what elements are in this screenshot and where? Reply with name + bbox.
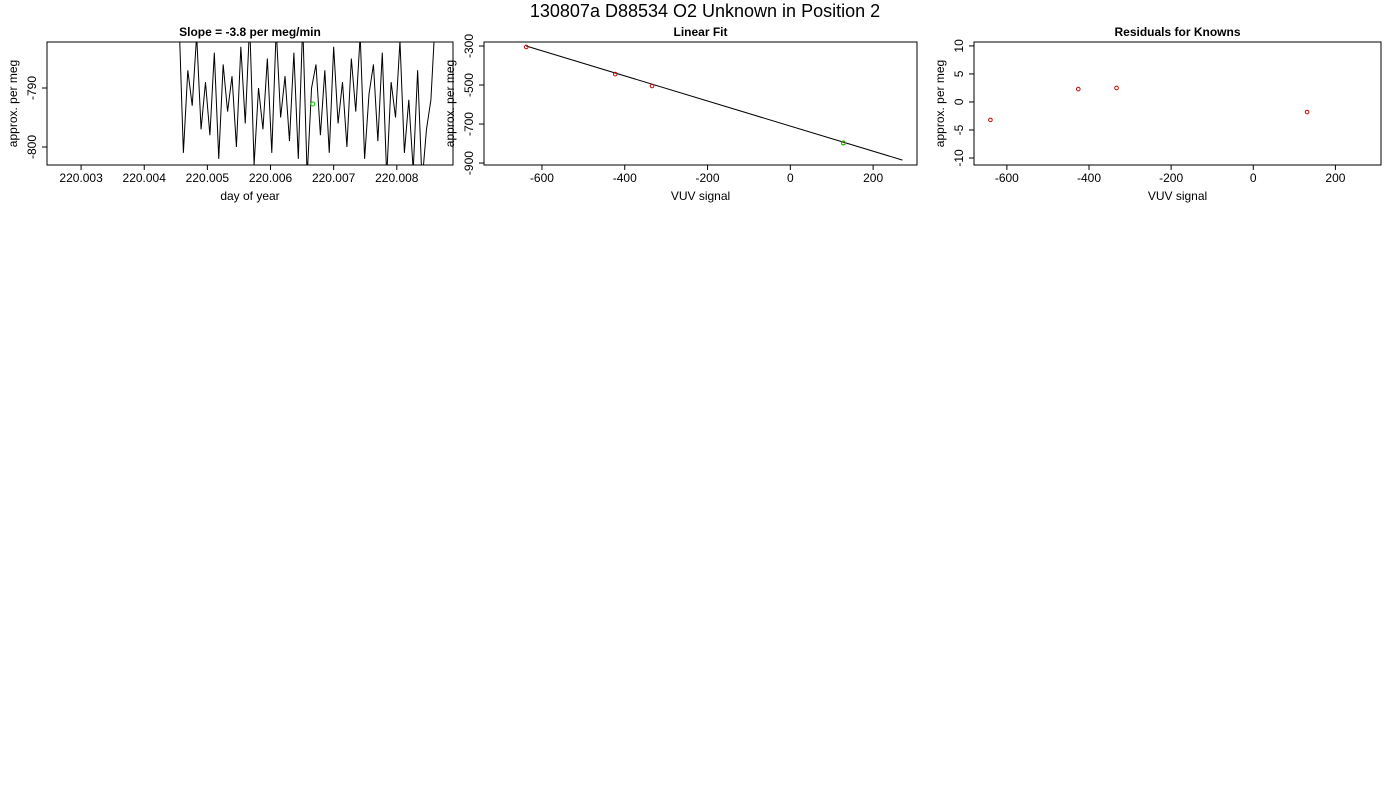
x-tick-label: 220.007 — [312, 171, 356, 185]
y-tick-label: -10 — [952, 149, 966, 167]
highlight-point — [840, 140, 846, 146]
page-title: 130807a D88534 O2 Unknown in Position 2 — [530, 1, 880, 21]
plot-area — [988, 85, 1310, 123]
y-tick-label: 10 — [952, 39, 966, 53]
panel-title: Residuals for Knowns — [1114, 25, 1240, 39]
y-axis-label: approx. per meg — [933, 60, 947, 147]
x-axis-label: day of year — [220, 189, 279, 203]
y-tick-label: -900 — [462, 151, 476, 175]
highlight-point — [310, 101, 316, 107]
x-tick-label: 200 — [1325, 171, 1345, 185]
y-tick-label: -790 — [25, 76, 39, 100]
panel-title: Linear Fit — [673, 25, 727, 39]
y-axis-label: approx. per meg — [443, 60, 457, 147]
y-axis-label: approx. per meg — [6, 60, 20, 147]
data-point — [523, 44, 529, 50]
y-tick-label: 0 — [952, 98, 966, 105]
data-point — [612, 71, 618, 77]
plot-frame — [973, 41, 1382, 166]
x-tick-label: 220.008 — [375, 171, 419, 185]
plot-area — [523, 44, 903, 161]
x-tick-label: -600 — [530, 171, 554, 185]
x-tick-label: 220.006 — [249, 171, 293, 185]
data-point — [1304, 109, 1310, 115]
x-tick-label: 0 — [787, 171, 794, 185]
panel-title: Slope = -3.8 per meg/min — [179, 25, 321, 39]
fit-line — [526, 45, 903, 161]
plot-frame — [483, 41, 918, 166]
x-axis-label: VUV signal — [671, 189, 730, 203]
y-tick-label: -800 — [25, 135, 39, 159]
x-tick-label: -400 — [613, 171, 637, 185]
x-tick-label: -400 — [1077, 171, 1101, 185]
x-tick-label: 220.003 — [59, 171, 103, 185]
data-point — [649, 83, 655, 89]
y-tick-label: 5 — [952, 70, 966, 77]
x-tick-label: -200 — [696, 171, 720, 185]
y-tick-label: -300 — [462, 34, 476, 58]
y-tick-label: -700 — [462, 112, 476, 136]
data-point — [1076, 86, 1081, 92]
y-tick-label: -500 — [462, 73, 476, 97]
y-tick-label: -5 — [952, 124, 966, 135]
plot-area — [179, 42, 435, 165]
x-tick-label: -600 — [995, 171, 1019, 185]
data-point — [1114, 85, 1119, 91]
x-tick-label: -200 — [1159, 171, 1183, 185]
plot-frame — [46, 41, 454, 166]
data-point — [988, 117, 993, 123]
x-axis-label: VUV signal — [1148, 189, 1207, 203]
x-tick-label: 0 — [1250, 171, 1257, 185]
data-line — [179, 42, 435, 165]
x-tick-label: 220.004 — [123, 171, 167, 185]
x-tick-label: 200 — [863, 171, 883, 185]
x-tick-label: 220.005 — [186, 171, 230, 185]
